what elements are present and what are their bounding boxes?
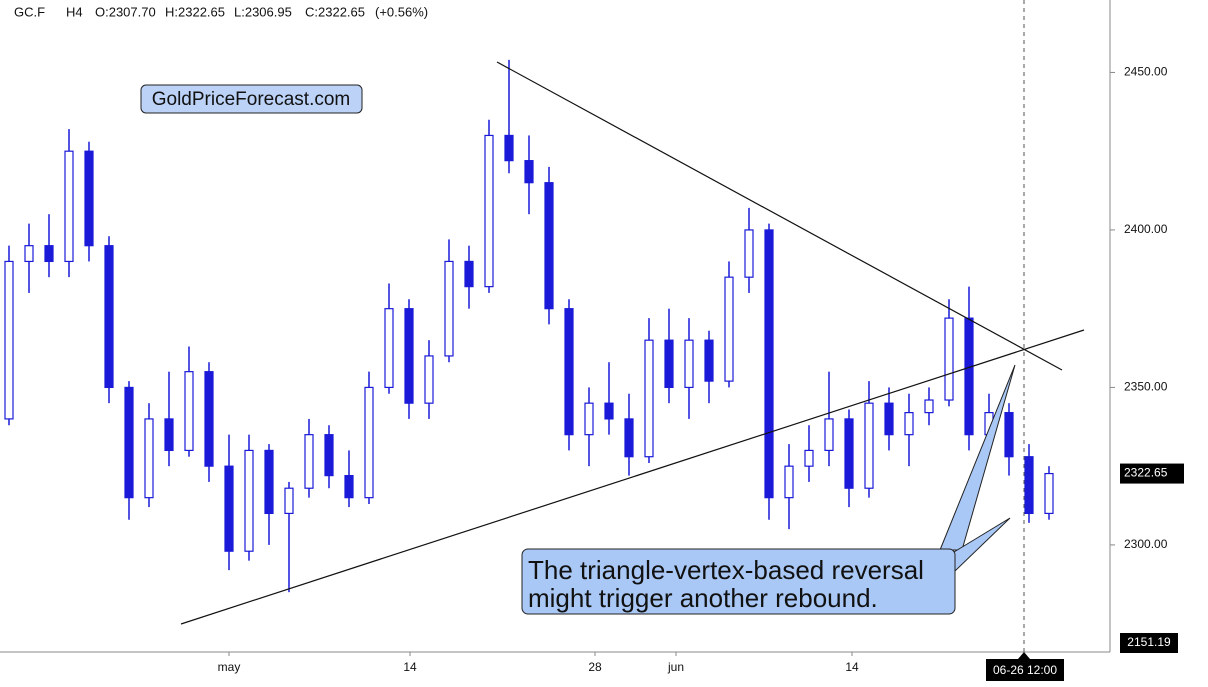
candle-body bbox=[284, 487, 294, 515]
last-price-box bbox=[1120, 463, 1184, 484]
header-item: (+0.56%) bbox=[375, 4, 428, 19]
candle-body bbox=[324, 434, 334, 477]
y-tick-label: 2350.00 bbox=[1124, 380, 1168, 394]
candle-body bbox=[1024, 456, 1034, 515]
header-item: L:2306.95 bbox=[234, 4, 292, 19]
header-item: GC.F bbox=[14, 4, 45, 19]
x-tick-label: jun bbox=[667, 660, 684, 674]
y-tick-label: 2400.00 bbox=[1124, 222, 1168, 236]
x-tick-label: 14 bbox=[403, 660, 417, 674]
callout-text: might trigger another rebound. bbox=[528, 583, 878, 613]
candle-body bbox=[224, 465, 234, 552]
candle-body bbox=[344, 475, 354, 499]
candle-body bbox=[384, 308, 394, 389]
candle-body bbox=[204, 371, 214, 467]
candle-body bbox=[884, 402, 894, 436]
x-tick-label: may bbox=[218, 660, 241, 674]
candle-body bbox=[444, 260, 454, 357]
candle-body bbox=[184, 371, 194, 452]
crosshair-price-box bbox=[1120, 633, 1178, 653]
candle-body bbox=[624, 418, 634, 458]
crosshair-label: 06-26 12:00 bbox=[993, 663, 1057, 677]
candle-body bbox=[264, 449, 274, 515]
candle-body bbox=[424, 355, 434, 404]
callout-text: The triangle-vertex-based reversal bbox=[528, 555, 924, 585]
candle-body bbox=[1004, 412, 1014, 458]
candle-body bbox=[404, 308, 414, 404]
plot bbox=[4, 59, 1054, 593]
candle-body bbox=[1044, 472, 1054, 515]
last-price-label: 2322.65 bbox=[1124, 466, 1168, 480]
crosshair-price: 2151.19 bbox=[1127, 635, 1171, 649]
candle-body bbox=[644, 339, 654, 458]
candle-body bbox=[464, 260, 474, 288]
header: GC.F H4 O:2307.70 H:2322.65 L:2306.95 C:2322.… bbox=[14, 4, 428, 19]
candle-body bbox=[144, 418, 154, 499]
y-tick-label: 2450.00 bbox=[1124, 65, 1168, 79]
candle-body bbox=[244, 449, 254, 552]
x-tick-label: 14 bbox=[845, 660, 859, 674]
header-item: O:2307.70 bbox=[95, 4, 156, 19]
crosshair-marker bbox=[1018, 652, 1030, 659]
candle-body bbox=[544, 182, 554, 310]
header-item: C:2322.65 bbox=[305, 4, 365, 19]
candle-body bbox=[864, 402, 874, 489]
candle-body bbox=[904, 412, 914, 436]
watermark-box bbox=[140, 84, 363, 114]
candle-body bbox=[584, 402, 594, 436]
candle-body bbox=[604, 402, 614, 420]
y-tick-label: 2300.00 bbox=[1124, 537, 1168, 551]
candle-body bbox=[164, 418, 174, 452]
header-item: H4 bbox=[66, 4, 83, 19]
candle-body bbox=[964, 317, 974, 436]
candle-body bbox=[524, 160, 534, 184]
candle-body bbox=[364, 386, 374, 499]
callout-box bbox=[521, 548, 956, 615]
header-item: H:2322.65 bbox=[165, 4, 225, 19]
candle-body bbox=[4, 260, 14, 420]
candle-body bbox=[564, 308, 574, 436]
candle-body bbox=[784, 465, 794, 499]
candle-body bbox=[684, 339, 694, 389]
crosshair-label-box bbox=[986, 659, 1064, 681]
candle-body bbox=[84, 150, 94, 247]
candle-body bbox=[504, 134, 514, 162]
candle-body bbox=[44, 245, 54, 263]
candle-body bbox=[924, 399, 934, 414]
candle-body bbox=[844, 418, 854, 489]
candle-body bbox=[724, 276, 734, 382]
candle-body bbox=[764, 229, 774, 499]
x-tick-label: 28 bbox=[588, 660, 602, 674]
candle-body bbox=[664, 339, 674, 389]
candle-body bbox=[804, 449, 814, 467]
candle-body bbox=[124, 386, 134, 499]
candle-body bbox=[104, 245, 114, 389]
trendline-lower bbox=[180, 329, 1085, 625]
candle-body bbox=[64, 150, 74, 263]
candle-body bbox=[944, 317, 954, 401]
candle-body bbox=[744, 229, 754, 278]
watermark: GoldPriceForecast.com bbox=[152, 89, 351, 110]
trendline-upper bbox=[496, 61, 1063, 371]
candle-body bbox=[484, 134, 494, 288]
candle-body bbox=[304, 434, 314, 489]
candle-body bbox=[824, 418, 834, 452]
candle-body bbox=[24, 245, 34, 263]
candle-body bbox=[704, 339, 714, 382]
